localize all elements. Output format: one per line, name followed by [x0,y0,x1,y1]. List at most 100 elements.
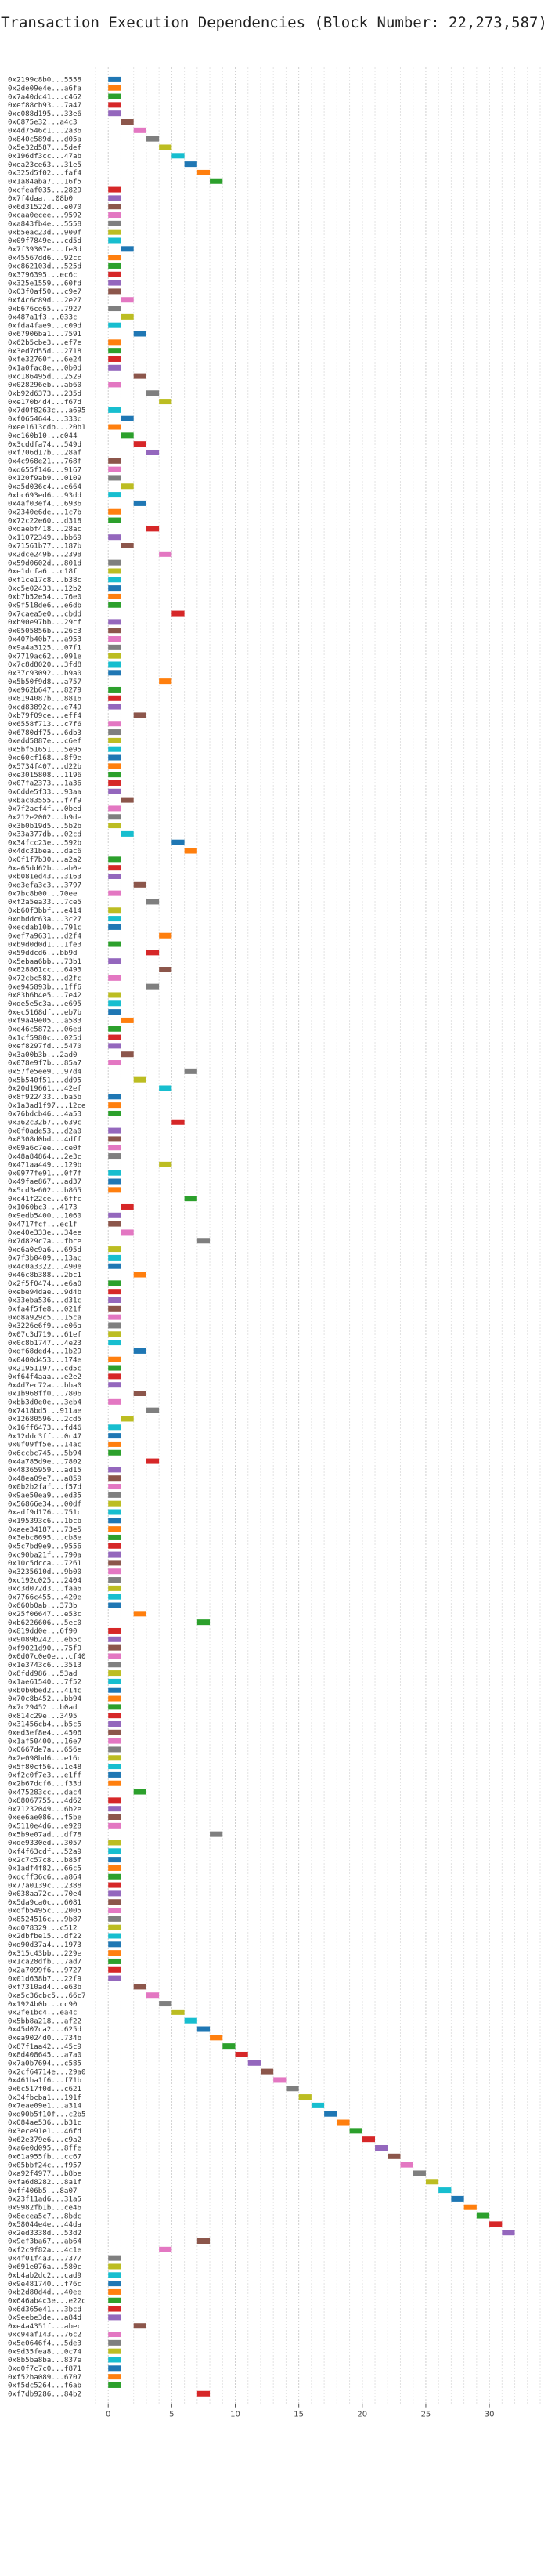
transaction-bar [222,2043,236,2050]
transaction-bar [413,2170,426,2176]
transaction-bar [108,814,121,820]
transaction-label: 0x5cd3e602...b865 [8,1186,81,1195]
transaction-bar [108,1382,121,1388]
transaction-label: 0xe160b10...c044 [8,432,78,440]
transaction-bar [159,2246,172,2252]
transaction-label: 0x2340e6de...1c7b [8,508,81,516]
transaction-bar [196,2238,211,2245]
transaction-bar [108,1534,121,1540]
transaction-bar [108,1958,121,1964]
transaction-bar [108,737,121,743]
transaction-bar [108,788,121,794]
transaction-bar [108,356,121,362]
transaction-label: 0xef88cb93...7a47 [8,101,81,110]
transaction-label: 0xe1dcfa6...c18f [8,567,78,576]
transaction-label: 0x1cf5980c...025d [8,1033,81,1042]
transaction-bar [108,1720,121,1727]
transaction-bar [133,1076,146,1083]
transaction-label: 0x8b5ba8ba...837e [8,2356,81,2364]
transaction-label: 0xa6e0d095...8ffe [8,2144,81,2153]
transaction-bar [159,399,172,405]
transaction-label: 0x5b50f9d8...a757 [8,678,81,686]
transaction-bar [108,1331,121,1337]
transaction-label: 0x4c0a3322...490e [8,1262,81,1271]
transaction-label: 0x3a00b3b...2ad0 [8,1051,78,1059]
transaction-bar [108,1254,121,1261]
transaction-bar [108,1933,121,1939]
transaction-label: 0xdf68ded4...1b29 [8,1348,81,1356]
transaction-label: 0x9982fb1b...ce46 [8,2203,81,2212]
transaction-bar [108,1246,121,1253]
transaction-label: 0x8d408645...a7a0 [8,2051,81,2060]
transaction-bar [159,144,172,150]
transaction-label: 0xe6a0c9a6...695d [8,1246,81,1254]
transaction-bar [121,415,134,421]
transaction-bar [108,195,121,201]
transaction-label: 0x3235610d...9b00 [8,1568,81,1576]
transaction-label: 0x0505856b...26c3 [8,627,81,635]
transaction-label: 0x819dd0e...6f90 [8,1627,78,1636]
transaction-bar [108,1908,121,1914]
transaction-label: 0x72cbc582...d2fc [8,975,81,983]
transaction-bar [121,1203,134,1210]
transaction-label: 0xb081ed43...3163 [8,873,81,881]
transaction-bar [146,950,160,956]
transaction-bar [108,1627,121,1634]
transaction-label: 0x5110e4d6...e928 [8,1822,81,1831]
transaction-label: 0x05bbf24c...f957 [8,2161,81,2169]
transaction-bar [133,441,146,447]
transaction-label: 0xf52ba089...6707 [8,2373,81,2382]
transaction-label: 0x0667de7a...656e [8,1746,81,1754]
transaction-bar [108,2339,121,2346]
transaction-label: 0x62e379e6...c9a2 [8,2136,81,2144]
transaction-label: 0x325d5f02...faf4 [8,169,82,178]
transaction-label: 0xf706d17b...28af [8,449,81,458]
transaction-labels: 0x2199c8b0...55580x2de09e4e...a6fa0x7a40… [8,76,86,2399]
transaction-label: 0x88067755...4d62 [8,1796,81,1805]
transaction-bar [108,585,121,592]
transaction-label: 0x71561b77...187b [8,542,81,551]
transaction-label: 0x25f06647...e53c [8,1610,81,1619]
transaction-bar [133,500,146,506]
transaction-label: 0x2dbfbe15...df22 [8,1932,81,1941]
transaction-label: 0x5bf51651...5e95 [8,745,81,754]
transaction-label: 0xf2c9f82a...4c1e [8,2246,81,2255]
transaction-label: 0x8f922433...ba5b [8,1093,81,1102]
transaction-bar [133,1611,146,1617]
transaction-bar [108,1653,121,1659]
transaction-label: 0xa843fb4e...5558 [8,220,81,229]
transaction-label: 0x7d0f8263c...a695 [8,407,86,415]
transaction-bar [121,1017,134,1023]
transaction-label: 0xb90e97bb...29cf [8,618,81,627]
transaction-label: 0x2dce249b...239B [8,551,82,559]
transaction-bar [133,2323,146,2329]
transaction-bar [108,1449,121,1456]
transaction-label: 0xd3efa3c3...3797 [8,881,81,890]
transaction-bar [108,1509,121,1515]
transaction-bar [108,1467,121,1473]
transaction-bar [388,2153,401,2159]
transaction-label: 0x48ea09e7...a859 [8,1474,81,1483]
transaction-bar [108,1475,121,1482]
transaction-bar [108,2288,121,2295]
transaction-bar [108,1551,121,1558]
transaction-label: 0xed3ef8e4...4506 [8,1729,81,1738]
x-axis-ticks: 0 5 10 15 20 25 30 [106,2404,494,2419]
transaction-label: 0x0f0ade53...d2a0 [8,1127,81,1135]
transaction-label: 0xee6ae086...f5be [8,1814,81,1822]
transaction-bar [133,1272,146,1278]
transaction-bar [476,2212,490,2219]
transaction-label: 0xa5d036c4...e664 [8,483,82,491]
transaction-label: 0xd90d37a4...1973 [8,1941,81,1949]
transaction-label: 0xb0b0bed2...414c [8,1686,81,1695]
transaction-bar [108,1678,121,1684]
transaction-bar [108,85,121,91]
transaction-label: 0xfe32760f...6e24 [8,356,82,364]
transaction-bar [108,1695,121,1702]
transaction-bar [108,873,121,879]
transaction-label: 0xf2c0f7e3...e1ff [8,1771,81,1780]
transaction-bar [108,1373,121,1380]
transaction-label: 0x21951197...cd5c [8,1364,81,1373]
transaction-label: 0x8524516c...9b87 [8,1916,81,1924]
transaction-bar [121,246,134,252]
